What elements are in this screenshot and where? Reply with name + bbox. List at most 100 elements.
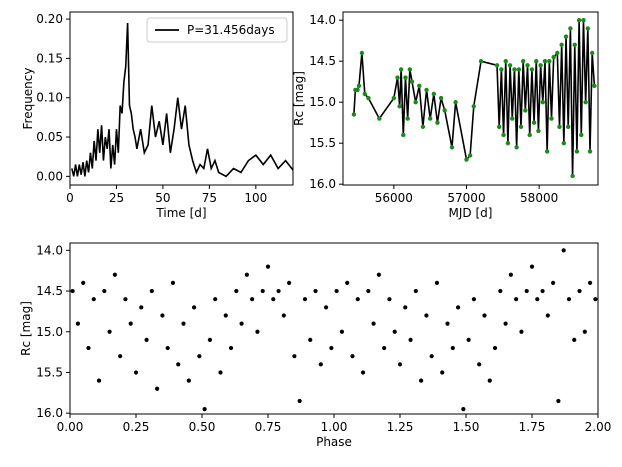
scatter-point [561,248,566,253]
data-point [501,132,506,138]
scatter-point [355,297,360,302]
data-point [572,42,577,47]
data-point [449,145,455,150]
scatter-point [498,288,503,294]
data-line [353,20,596,176]
scatter-point [75,321,81,326]
x-tick-label: 1.25 [387,420,414,434]
scatter-point [144,337,149,342]
data-point [413,99,418,105]
data-point [547,58,552,64]
scatter-point [366,288,371,294]
data-point [438,95,444,101]
y-tick-label: 15.5 [36,365,63,379]
data-point [427,116,433,121]
y-tick-label: 16.0 [36,406,63,420]
scatter-point [339,329,345,334]
scatter-point [413,288,418,294]
y-tick-label: 0.00 [36,169,63,183]
scatter-point [276,288,281,294]
scatter-point [587,280,593,285]
scatter-point [250,297,255,302]
data-point [583,99,588,105]
data-point [356,83,362,88]
data-point [377,116,382,121]
x-tick-label: 25 [109,191,124,205]
y-tick-label: 0.10 [36,91,63,105]
scatter-point [482,313,487,318]
data-point [566,124,571,129]
scatter-point [323,305,329,310]
scatter-point [572,337,577,342]
y-tick-label: 15.5 [309,136,336,150]
scatter-point [434,280,440,285]
scatter-point [197,354,202,359]
data-point [471,104,476,109]
scatter-point [170,280,176,285]
scatter-point [514,297,519,302]
data-point [435,120,440,125]
data-point [405,116,410,121]
scatter-point [123,297,128,302]
scatter-point [86,345,91,351]
data-point [518,124,524,129]
scatter-point [128,321,133,326]
data-point [568,26,573,31]
scatter-point [345,280,350,285]
scatter-point [508,272,513,277]
scatter-point [133,370,139,375]
scatter-point [302,297,308,302]
scatter-point [566,297,572,302]
scatter-point [223,313,228,318]
scatter-point [450,345,455,351]
scatter-point [419,378,424,383]
data-point [496,124,502,129]
x-tick-label: 0.25 [123,420,150,434]
data-point [395,75,400,80]
scatter-point [503,321,508,326]
scatter-point [118,354,123,359]
scatter-point [445,321,450,326]
scatter-point [265,264,271,269]
y-tick-label: 0.20 [36,12,63,26]
data-point [401,132,406,138]
data-point [403,75,408,80]
scatter-point [545,313,550,318]
x-tick-label: 0.75 [255,420,282,434]
x-tick-label: 57000 [447,191,485,205]
scatter-point [244,272,249,277]
scatter-point [429,354,434,359]
data-point [538,63,543,68]
data-point [576,17,582,23]
data-point [559,42,564,47]
x-tick-label: 100 [244,191,267,205]
data-point [589,50,595,56]
scatter-point [234,288,239,294]
y-tick-label: 14.5 [309,54,336,68]
x-tick-label: 1.50 [453,420,480,434]
x-tick-label: 58000 [520,191,558,205]
scatter-point [260,288,265,294]
data-point [551,54,556,60]
data-point [570,173,575,179]
data-point [525,63,530,68]
scatter-point [281,313,286,318]
data-point [529,67,535,72]
x-axis-label: Phase [316,435,352,449]
scatter-point [102,288,107,294]
data-point [409,79,415,84]
data-point [574,149,580,154]
scatter-point [593,297,598,302]
data-point [503,58,508,64]
scatter-point [360,370,366,375]
scatter-point [492,345,498,351]
data-point [510,116,515,121]
data-point [534,58,539,64]
scatter-point [461,407,466,412]
data-point [499,67,504,72]
data-point [431,91,437,97]
data-point [505,140,511,146]
x-tick-label: 56000 [375,191,413,205]
x-tick-label: 0.50 [189,420,216,434]
scatter-point [313,288,318,294]
